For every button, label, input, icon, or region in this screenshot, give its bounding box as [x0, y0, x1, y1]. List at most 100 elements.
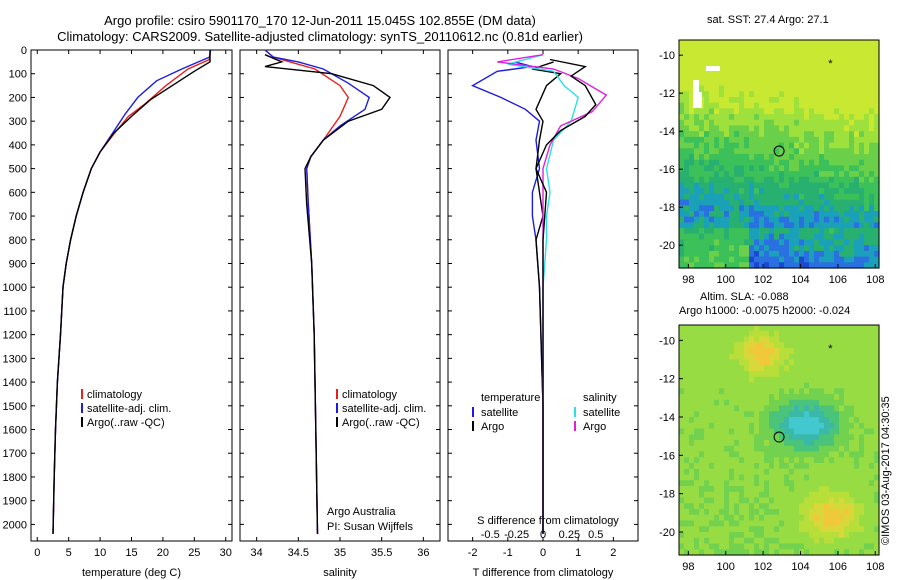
sla_map-cell: [729, 359, 735, 366]
sla_map-cell: [764, 359, 770, 366]
sst_map-cell: [744, 245, 750, 252]
depth-tick-label: 1500: [3, 401, 27, 413]
depth-tick-label: 400: [9, 140, 27, 152]
sla_map-cell: [754, 336, 760, 343]
sst_map-cell: [709, 51, 715, 58]
sla_map-cell: [844, 509, 850, 516]
sst_map-cell: [859, 171, 865, 178]
sst_map-cell: [844, 228, 850, 235]
diff-top-tick-label: 0.25: [559, 529, 580, 541]
sla_map-cell: [809, 532, 815, 539]
sst_map-cell: [854, 216, 860, 223]
sst_map-cell: [719, 119, 725, 127]
sla_map-cell: [844, 457, 850, 464]
sla_map-cell: [799, 463, 805, 470]
sla_map-cell: [819, 514, 825, 522]
sla_map-cell: [679, 388, 685, 395]
sst_map-cell: [714, 211, 720, 218]
sla_map-cell: [719, 486, 725, 493]
sst_map-cell: [764, 199, 770, 206]
sst_map-cell: [819, 216, 825, 223]
sst_map-cell: [764, 91, 770, 98]
sla_map-cell: [794, 440, 800, 447]
sla_map-cell: [724, 543, 730, 550]
sla_map-cell: [739, 497, 745, 504]
sla_map-cell: [869, 382, 875, 389]
sst_map-cell: [769, 211, 775, 218]
sst_map-cell: [764, 131, 770, 138]
sla_map-cell: [724, 486, 730, 493]
sst_map-cell: [854, 62, 860, 70]
sst_map-cell: [754, 102, 760, 109]
sla_map-cell: [749, 486, 755, 493]
sst_map-cell: [704, 148, 710, 155]
sst_map-cell: [704, 176, 710, 184]
sla_map-cell: [759, 325, 765, 332]
sla_map-cell: [759, 440, 765, 447]
sla_map-cell: [704, 336, 710, 343]
sst_map-cell: [764, 165, 770, 172]
sst_map-cell: [769, 125, 775, 132]
sst_map-cell: [794, 171, 800, 178]
sla_map-cell: [709, 325, 715, 332]
sla_map-cell: [819, 399, 825, 407]
sst_map-cell: [734, 193, 740, 201]
sst_map-cell: [744, 108, 750, 115]
sst_map-cell: [854, 245, 860, 252]
sla_map-cell: [749, 509, 755, 516]
sst_map-cell: [799, 114, 805, 121]
sla_map-cell: [824, 394, 830, 401]
sla_map-cell: [734, 474, 740, 481]
sst_map-cell: [684, 45, 690, 52]
sst_map-cell: [794, 142, 800, 149]
sst_map-cell: [849, 148, 855, 155]
sst_map-cell: [844, 171, 850, 178]
sst_map-cell: [809, 250, 815, 258]
sla_map-cell: [844, 532, 850, 539]
sst_map-cell: [754, 136, 760, 144]
sla_map-cell: [719, 520, 725, 527]
sst_map-cell: [704, 68, 710, 75]
sst_map-cell: [689, 85, 695, 92]
sla_map-cell: [864, 474, 870, 481]
sst_map-cell: [849, 85, 855, 92]
sst_map-cell: [864, 91, 870, 98]
sst_map-cell: [794, 165, 800, 172]
sla_map-cell: [729, 549, 735, 556]
sst_map-cell: [769, 188, 775, 195]
sst_map-cell: [809, 171, 815, 178]
sla_map-cell: [704, 330, 710, 338]
sst_map-cell: [774, 256, 780, 263]
sst_map-cell: [779, 91, 785, 98]
sla_map-cell: [784, 532, 790, 539]
sla_map-cell: [679, 376, 685, 384]
sst_map-cell: [764, 148, 770, 155]
sla_map-cell: [754, 330, 760, 338]
sst_map-cell: [779, 108, 785, 115]
sst_map-cell: [714, 119, 720, 127]
sst_map-cell: [704, 199, 710, 206]
sla_map-cell: [754, 526, 760, 533]
sst_map-cell: [864, 114, 870, 121]
sst_map-cell: [834, 102, 840, 109]
sla_map-cell: [814, 330, 820, 338]
sla_map-cell: [749, 434, 755, 441]
sst_map-cell: [679, 171, 685, 178]
sst_map-cell: [789, 57, 795, 64]
sst_map-cell: [809, 74, 815, 81]
sst_map-cell: [829, 57, 835, 64]
sla_map-cell: [839, 399, 845, 407]
sst_map-cell: [829, 91, 835, 98]
sla_map-cell: [729, 348, 735, 355]
sst_map-cell: [699, 114, 705, 121]
sst_map-cell: [734, 250, 740, 258]
sla_map-cell: [759, 543, 765, 550]
sst_map-cell: [679, 188, 685, 195]
sla_map-cell: [689, 417, 695, 424]
sst_map-cell: [839, 216, 845, 223]
sla_map-cell: [784, 497, 790, 504]
sst_map-cell: [869, 97, 875, 104]
sst_map-cell: [724, 114, 730, 121]
sla_map-cell: [864, 451, 870, 458]
sst_map-cell: [784, 119, 790, 127]
